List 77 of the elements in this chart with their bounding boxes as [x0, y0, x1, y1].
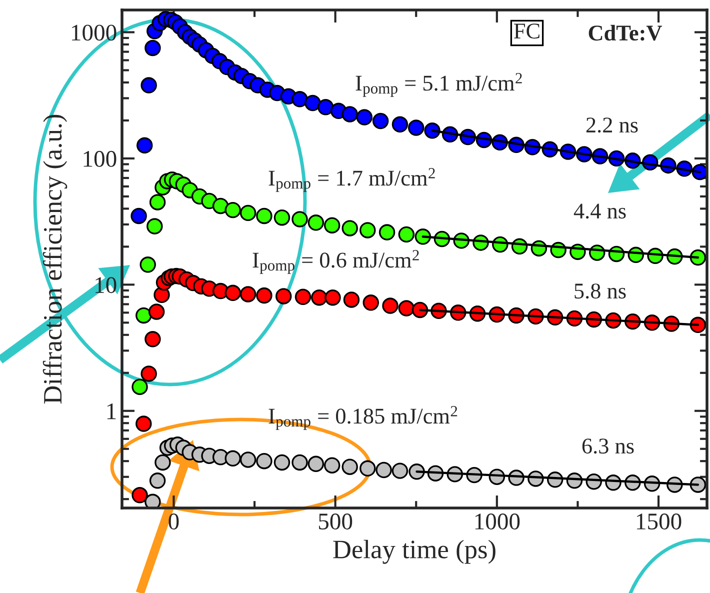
annotation: I$_{pomp}$ = 5.1 mJ/cm$^{2}$: [356, 73, 522, 97]
point: [408, 120, 424, 136]
y-tick-label: 100: [84, 150, 116, 167]
annotation: 2.2 ns: [586, 118, 638, 133]
x-tick-label: 1000: [475, 514, 520, 530]
x-tick-label: 1500: [636, 514, 682, 530]
point: [342, 106, 358, 122]
point: [311, 289, 328, 306]
point: [392, 462, 408, 479]
point: [224, 284, 241, 302]
point: [132, 487, 148, 504]
point: [378, 224, 396, 240]
point: [398, 300, 415, 316]
point: [342, 220, 358, 236]
point: [140, 256, 156, 273]
point: [224, 202, 241, 218]
annotation: I$_{pomp}$ = 0.6 mJ/cm$^{2}$: [252, 250, 419, 274]
annotation: 6.3 ns: [582, 438, 634, 454]
point: [149, 472, 166, 489]
point: [398, 226, 415, 243]
point: [324, 289, 341, 306]
point: [324, 457, 340, 474]
point: [275, 288, 292, 304]
point: [130, 208, 147, 224]
point: [318, 99, 334, 116]
x-tick-label: 500: [318, 514, 352, 530]
x-axis-title: Delay time (ps): [333, 540, 496, 564]
point: [324, 217, 340, 234]
point: [292, 91, 308, 108]
x-tick-label: 0: [168, 514, 179, 530]
point: [240, 452, 256, 468]
point: [212, 198, 229, 214]
annotation: 5.8 ns: [574, 284, 626, 299]
point: [308, 456, 324, 472]
point: [146, 218, 163, 234]
point: [224, 450, 241, 467]
point: [240, 286, 256, 302]
point: [294, 288, 312, 306]
point: [360, 460, 376, 477]
point: [372, 112, 389, 130]
point: [356, 109, 373, 126]
point: [304, 94, 321, 112]
point: [274, 209, 290, 226]
point: [136, 416, 152, 432]
point: [144, 494, 161, 508]
point: [144, 331, 161, 348]
point: [136, 137, 153, 154]
point: [360, 222, 376, 238]
point: [292, 454, 308, 471]
point: [274, 454, 290, 471]
point: [382, 298, 398, 314]
point: [132, 378, 148, 395]
point: [149, 194, 166, 210]
y-tick-label: 1: [107, 403, 116, 420]
point: [154, 454, 171, 471]
annotation: CdTe:V: [588, 24, 662, 41]
annotation: FC: [514, 24, 540, 39]
y-tick-label: 1000: [72, 24, 116, 41]
point: [256, 208, 272, 224]
point: [136, 307, 152, 324]
point: [308, 214, 324, 231]
point: [690, 476, 706, 493]
point: [342, 458, 358, 475]
point: [148, 304, 165, 320]
point: [256, 452, 272, 470]
point: [362, 294, 379, 311]
y-axis-title: Diffraction efficiency (a.u.): [42, 114, 68, 404]
point: [240, 204, 256, 222]
point: [376, 462, 392, 478]
point: [256, 287, 272, 304]
point: [392, 116, 408, 133]
annotation: 4.4 ns: [574, 204, 626, 219]
point: [140, 77, 157, 94]
point: [140, 366, 157, 382]
point: [343, 292, 360, 308]
point: [292, 211, 308, 228]
point: [144, 40, 161, 56]
